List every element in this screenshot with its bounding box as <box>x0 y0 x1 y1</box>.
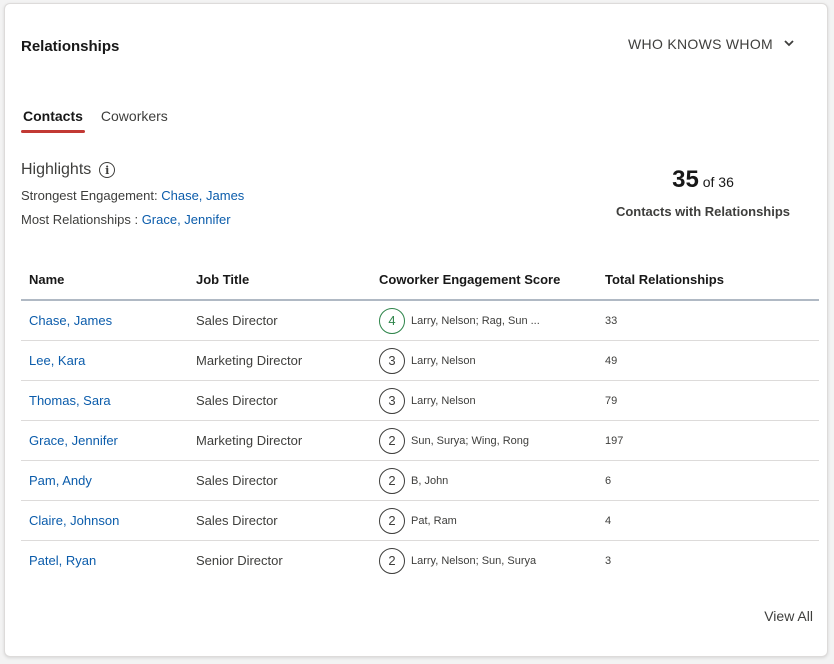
contact-name-cell: Thomas, Sara <box>21 380 188 421</box>
stat-count: 35 of 36 <box>603 166 803 194</box>
engagement-cell: 3 Larry, Nelson <box>371 340 597 381</box>
table-row: Grace, Jennifer Marketing Director 2 Sun, S… <box>21 420 819 461</box>
engagement-score-badge: 3 <box>379 347 405 374</box>
table-header-row: Name Job Title Coworker Engagement Score… <box>21 259 819 301</box>
total-relationships-cell: 4 <box>597 500 819 541</box>
strongest-engagement-link[interactable]: Chase, James <box>161 188 245 203</box>
job-title-cell: Sales Director <box>188 500 371 541</box>
contact-name-cell: Pam, Andy <box>21 460 188 501</box>
coworker-names: Larry, Nelson; Sun, Surya <box>411 554 537 567</box>
table-row: Chase, James Sales Director 4 Larry, Nelson… <box>21 300 819 341</box>
chevron-down-icon <box>783 36 795 52</box>
tab-coworkers[interactable]: Coworkers <box>100 108 168 124</box>
job-title-cell: Sales Director <box>188 460 371 501</box>
contacts-stat: 35 of 36 Contacts with Relationships <box>603 166 803 219</box>
card-title: Relationships <box>21 38 120 55</box>
engagement-score-badge: 2 <box>379 467 405 494</box>
stat-label: Contacts with Relationships <box>615 204 791 219</box>
contact-name-link[interactable]: Claire, Johnson <box>29 513 120 528</box>
engagement-cell: 2 Pat, Ram <box>371 500 597 541</box>
table-row: Thomas, Sara Sales Director 3 Larry, Nelson… <box>21 380 819 421</box>
most-relationships-link[interactable]: Grace, Jennifer <box>141 212 231 227</box>
view-all-link[interactable]: View All <box>764 608 813 624</box>
engagement-wrap: 3 Larry, Nelson <box>379 347 589 374</box>
total-relationships-cell: 6 <box>597 460 819 501</box>
contact-name-link[interactable]: Chase, James <box>29 313 113 328</box>
tab-contacts[interactable]: Contacts <box>21 108 85 133</box>
column-header-engagement-score[interactable]: Coworker Engagement Score <box>371 259 597 301</box>
engagement-cell: 2 B, John <box>371 460 597 501</box>
engagement-score-badge: 2 <box>379 507 405 534</box>
engagement-wrap: 2 Sun, Surya; Wing, Rong <box>379 427 589 454</box>
contact-name-cell: Claire, Johnson <box>21 500 188 541</box>
highlights-heading: Highlights i <box>21 161 116 179</box>
job-title-cell: Sales Director <box>188 300 371 341</box>
total-relationships-cell: 3 <box>605 554 612 567</box>
table-row: Patel, Ryan Senior Director 2 Larry, Nelson… <box>21 541 819 581</box>
table-row: Pam, Andy Sales Director 2 B, John 6 <box>21 460 819 501</box>
total-relationships-cell: 49 <box>597 340 819 381</box>
coworker-names: Sun, Surya; Wing, Rong <box>411 434 530 447</box>
most-relationships-label: Most Relationships : <box>21 212 139 227</box>
contact-name-cell: Lee, Kara <box>21 340 188 381</box>
engagement-cell: 4 Larry, Nelson; Rag, Sun ... <box>371 300 597 341</box>
job-title-cell: Senior Director <box>196 553 283 568</box>
relationships-card: Relationships WHO KNOWS WHOM Contacts Co… <box>4 3 828 657</box>
engagement-wrap: 2 Larry, Nelson; Sun, Surya <box>379 547 589 574</box>
engagement-score-badge: 4 <box>379 307 405 334</box>
engagement-score-badge: 2 <box>379 427 405 454</box>
engagement-wrap: 4 Larry, Nelson; Rag, Sun ... <box>379 307 589 334</box>
who-knows-whom-dropdown[interactable]: WHO KNOWS WHOM <box>628 36 795 52</box>
most-relationships: Most Relationships : Grace, Jennifer <box>21 212 231 227</box>
column-header-total-relationships[interactable]: Total Relationships <box>597 259 819 301</box>
view-selector-label: WHO KNOWS WHOM <box>628 36 773 52</box>
table-row: Claire, Johnson Sales Director 2 Pat, Ram 4 <box>21 500 819 541</box>
engagement-score-badge: 3 <box>379 387 405 414</box>
total-relationships-cell: 197 <box>597 420 819 461</box>
stat-count-value: 35 <box>672 166 699 193</box>
engagement-score-badge: 2 <box>379 547 405 574</box>
column-header-name[interactable]: Name <box>21 259 188 301</box>
contact-name-cell: Grace, Jennifer <box>21 420 188 461</box>
strongest-engagement: Strongest Engagement: Chase, James <box>21 188 244 203</box>
contact-name-link[interactable]: Thomas, Sara <box>29 393 111 408</box>
highlights-title: Highlights <box>21 161 92 178</box>
contact-name-link[interactable]: Lee, Kara <box>29 353 86 368</box>
contact-name-link[interactable]: Grace, Jennifer <box>29 433 118 448</box>
info-icon[interactable]: i <box>99 162 116 178</box>
contact-name-cell: Patel, Ryan <box>21 541 188 581</box>
strongest-engagement-label: Strongest Engagement: <box>21 188 158 203</box>
table-row: Lee, Kara Marketing Director 3 Larry, Nelso… <box>21 340 819 381</box>
coworker-names: Pat, Ram <box>411 514 457 527</box>
engagement-cell: 2 Sun, Surya; Wing, Rong <box>371 420 597 461</box>
engagement-wrap: 2 B, John <box>379 467 589 494</box>
coworker-names: Larry, Nelson <box>411 394 476 407</box>
contact-name-link[interactable]: Pam, Andy <box>29 473 92 488</box>
engagement-wrap: 2 Pat, Ram <box>379 507 589 534</box>
relationships-table: Name Job Title Coworker Engagement Score… <box>21 259 819 580</box>
coworker-names: Larry, Nelson <box>411 354 476 367</box>
coworker-names: Larry, Nelson; Rag, Sun ... <box>411 314 540 327</box>
engagement-wrap: 3 Larry, Nelson <box>379 387 589 414</box>
column-header-job-title[interactable]: Job Title <box>188 259 371 301</box>
contact-name-cell: Chase, James <box>21 300 188 341</box>
engagement-cell: 3 Larry, Nelson <box>371 380 597 421</box>
engagement-cell: 2 Larry, Nelson; Sun, Surya <box>371 541 597 581</box>
job-title-cell: Sales Director <box>188 380 371 421</box>
job-title-cell: Marketing Director <box>188 340 371 381</box>
tab-bar: Contacts Coworkers <box>21 108 170 133</box>
stat-count-total: of 36 <box>702 174 734 190</box>
contact-name-link[interactable]: Patel, Ryan <box>29 553 97 568</box>
job-title-cell: Marketing Director <box>188 420 371 461</box>
total-relationships-cell: 33 <box>597 300 819 341</box>
total-relationships-cell: 79 <box>597 380 819 421</box>
coworker-names: B, John <box>411 474 449 487</box>
